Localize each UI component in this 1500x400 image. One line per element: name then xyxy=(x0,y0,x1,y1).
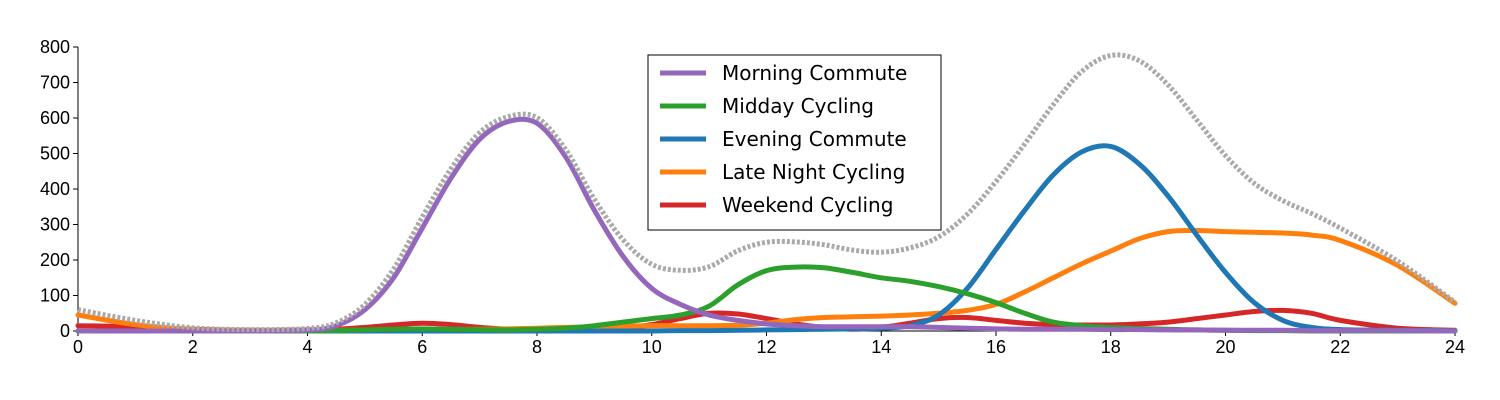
series-line-morning-commute xyxy=(75,116,1458,334)
x-tick-label: 18 xyxy=(1101,337,1121,357)
legend-label-midday-cycling: Midday Cycling xyxy=(722,94,874,118)
legend-label-late-night-cycling: Late Night Cycling xyxy=(722,160,905,184)
legend-label-morning-commute: Morning Commute xyxy=(722,61,907,85)
x-tick-label: 12 xyxy=(756,337,776,357)
y-tick-label: 700 xyxy=(40,73,70,93)
y-tick-label: 800 xyxy=(40,37,70,57)
series-lines xyxy=(75,52,1458,334)
x-tick-label: 10 xyxy=(642,337,662,357)
y-tick-label: 500 xyxy=(40,144,70,164)
x-tick-label: 16 xyxy=(986,337,1006,357)
legend-box xyxy=(647,54,942,231)
x-tick-label: 0 xyxy=(73,337,83,357)
x-ticks: 0 2 4 6 8 10 12 14 16 18 20 22 24 xyxy=(73,331,1465,357)
legend-label-evening-commute: Evening Commute xyxy=(722,127,907,151)
y-tick-label: 300 xyxy=(40,215,70,235)
x-tick-label: 6 xyxy=(417,337,427,357)
y-tick-label: 0 xyxy=(60,321,70,341)
y-tick-label: 200 xyxy=(40,250,70,270)
series-line-late-night-cycling xyxy=(75,227,1458,333)
x-tick-label: 2 xyxy=(188,337,198,357)
y-tick-label: 600 xyxy=(40,108,70,128)
legend-label-weekend-cycling: Weekend Cycling xyxy=(722,193,893,217)
legend: Morning Commute Midday Cycling Evening Com… xyxy=(647,54,942,231)
x-tick-label: 8 xyxy=(532,337,542,357)
y-ticks: 0 100 200 300 400 500 600 700 800 xyxy=(40,37,78,341)
x-tick-label: 24 xyxy=(1445,337,1465,357)
x-tick-label: 4 xyxy=(302,337,312,357)
x-tick-label: 20 xyxy=(1215,337,1235,357)
y-tick-label: 400 xyxy=(40,179,70,199)
y-tick-label: 100 xyxy=(40,286,70,306)
total-line xyxy=(77,52,1457,333)
x-tick-label: 22 xyxy=(1330,337,1350,357)
x-tick-label: 14 xyxy=(871,337,891,357)
